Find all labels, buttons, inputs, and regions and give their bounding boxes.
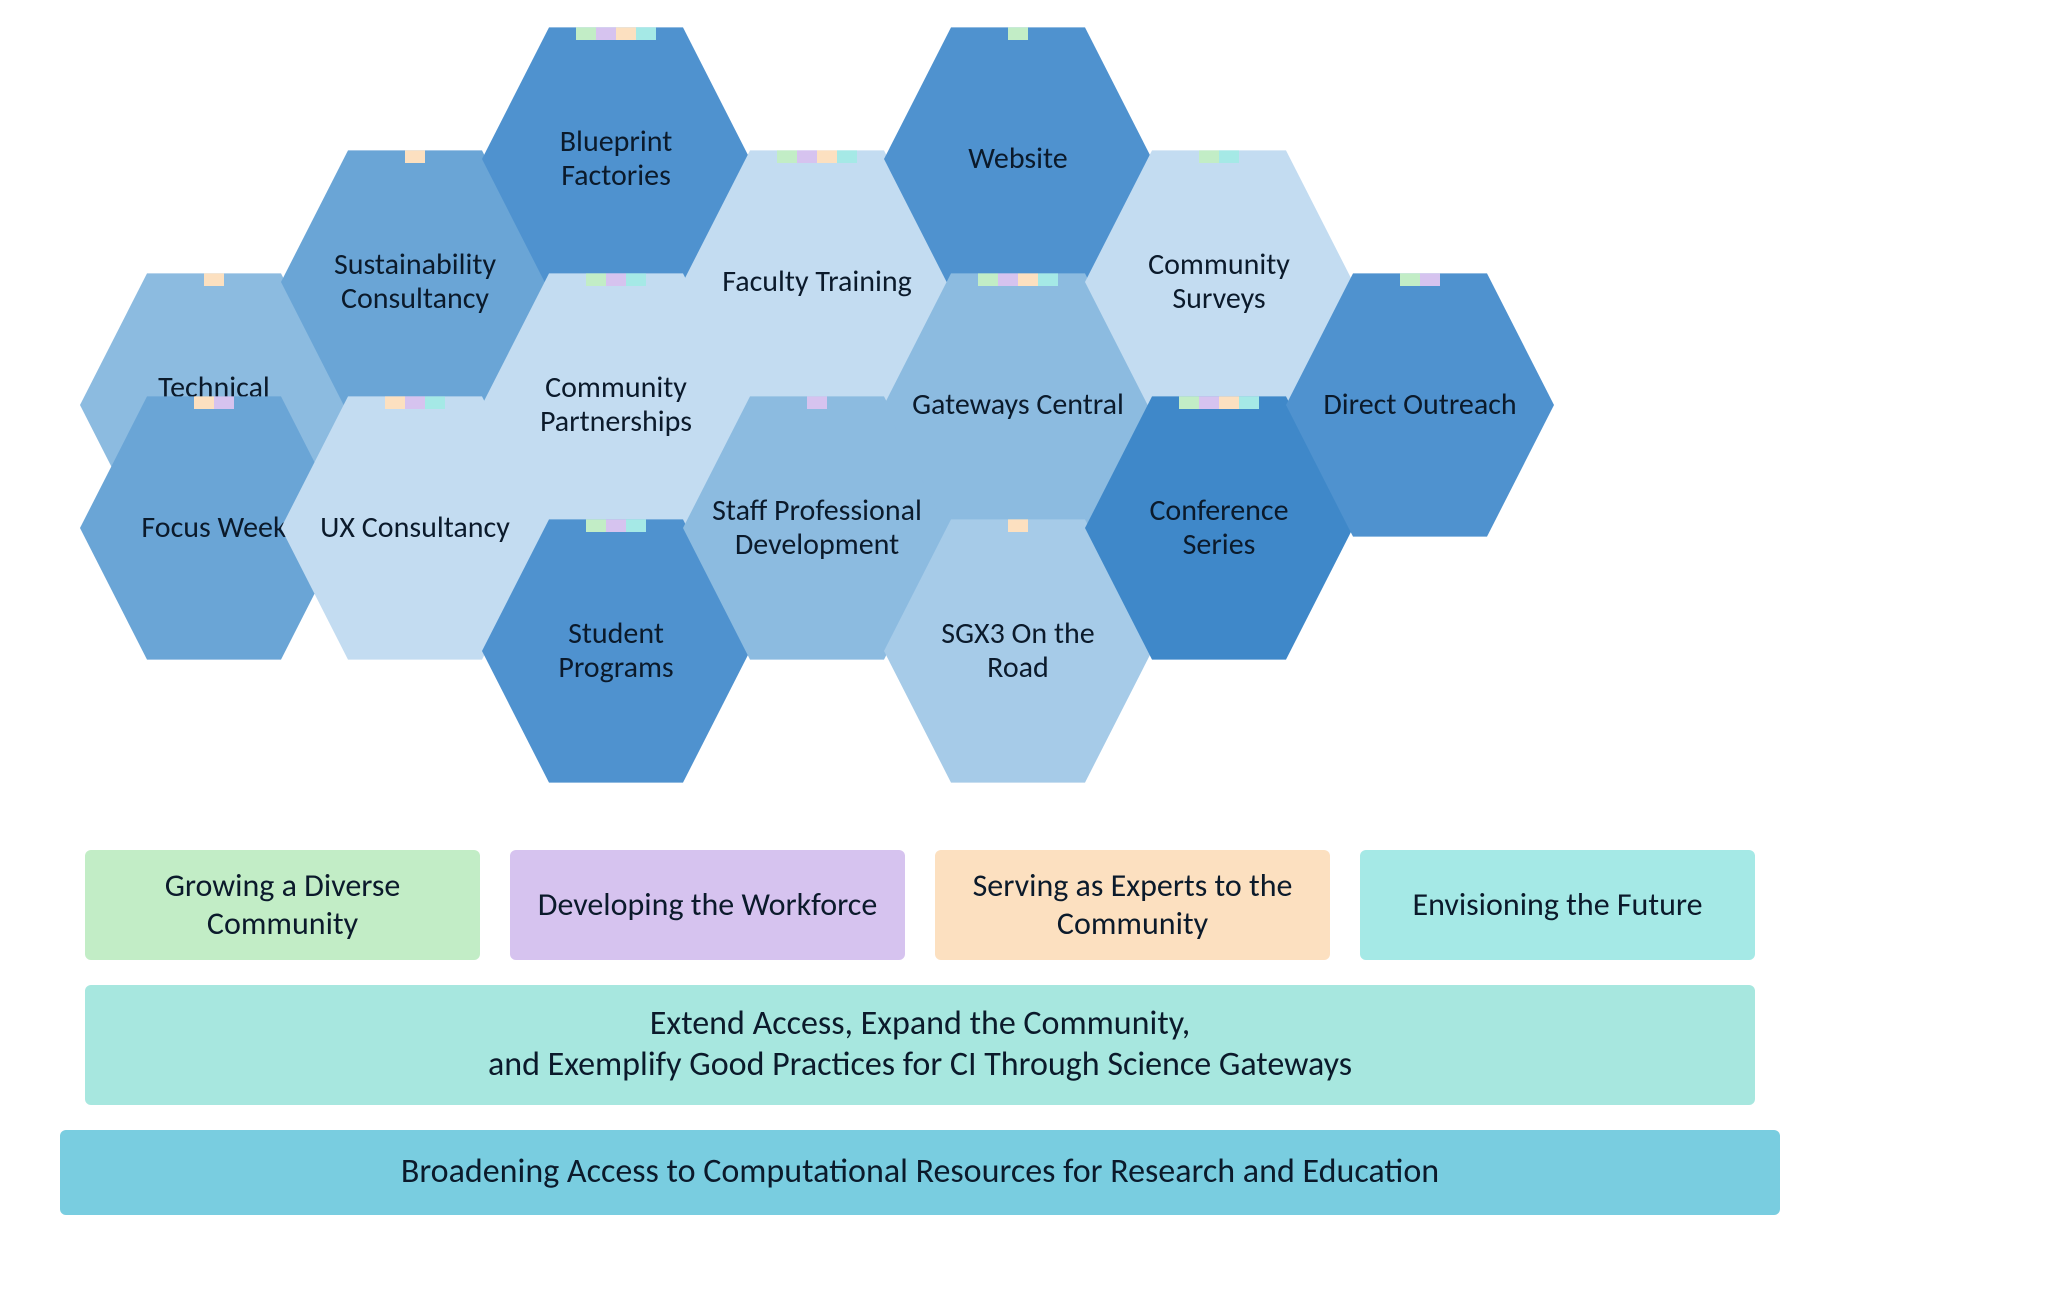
hex-tags [1199,147,1239,163]
banner-extend-access: Extend Access, Expand the Community, and… [85,985,1755,1105]
category-developing-workforce: Developing the Workforce [510,850,905,960]
banner-broadening-access: Broadening Access to Computational Resou… [60,1130,1780,1215]
hex-label: Gateways Central [884,388,1152,423]
hex-tags [1400,270,1440,286]
tag-purple [1420,270,1440,286]
hex-tags [777,147,857,163]
tag-cyan [1219,147,1239,163]
tag-green [1199,147,1219,163]
hex-label: Staff Professional Development [683,494,951,563]
hex-label: Community Surveys [1085,248,1353,317]
tag-green [777,147,797,163]
hex-tags [576,24,656,40]
tag-cyan [837,147,857,163]
hex-label: Community Partnerships [482,371,750,440]
tag-purple [596,24,616,40]
tag-peach [405,147,425,163]
hex-label: Website [940,142,1095,177]
hex-tags [204,270,224,286]
hex-label: Faculty Training [694,265,939,300]
hex-label: Sustainability Consultancy [281,248,549,317]
tag-cyan [636,24,656,40]
hex-label: Direct Outreach [1295,388,1544,423]
hex-label: SGX3 On the Road [884,617,1152,686]
hex-label: Student Programs [482,617,750,686]
tag-peach [616,24,636,40]
hex-label: Conference Series [1085,494,1353,563]
hex-tags [405,147,425,163]
hex-label: UX Consultancy [292,511,538,546]
tag-green [576,24,596,40]
tag-green [1400,270,1420,286]
tag-purple [797,147,817,163]
category-serving-as-experts: Serving as Experts to the Community [935,850,1330,960]
tag-peach [817,147,837,163]
diagram-stage: Technical ConsultancyFocus WeekSustainab… [0,0,2048,1291]
category-growing-diverse-community: Growing a Diverse Community [85,850,480,960]
tag-peach [204,270,224,286]
category-envisioning-future: Envisioning the Future [1360,850,1755,960]
hex-tags [1008,24,1028,40]
tag-green [1008,24,1028,40]
hex-label: Blueprint Factories [482,125,750,194]
